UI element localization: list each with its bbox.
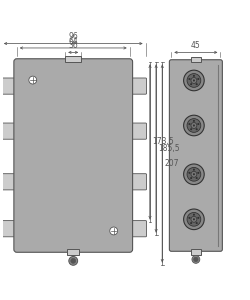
Circle shape [71, 258, 76, 263]
Circle shape [184, 115, 204, 136]
Circle shape [191, 171, 197, 177]
Circle shape [191, 216, 197, 222]
Circle shape [193, 125, 195, 126]
Circle shape [192, 256, 200, 263]
Circle shape [191, 77, 197, 83]
Circle shape [110, 227, 118, 235]
Circle shape [190, 177, 192, 179]
Circle shape [189, 123, 190, 125]
Text: 36: 36 [68, 41, 78, 50]
Circle shape [187, 74, 201, 87]
Circle shape [193, 169, 195, 170]
Text: 96: 96 [68, 32, 78, 41]
FancyBboxPatch shape [0, 78, 18, 94]
Circle shape [196, 128, 198, 130]
Circle shape [189, 217, 190, 219]
Bar [67, 249, 79, 256]
Circle shape [198, 172, 199, 174]
FancyBboxPatch shape [0, 220, 18, 237]
Circle shape [69, 256, 78, 265]
FancyBboxPatch shape [0, 123, 18, 139]
Bar [191, 57, 200, 62]
FancyBboxPatch shape [129, 78, 146, 94]
FancyBboxPatch shape [129, 123, 146, 139]
FancyBboxPatch shape [14, 59, 132, 252]
Circle shape [196, 222, 198, 224]
Circle shape [193, 173, 195, 175]
Circle shape [198, 123, 199, 125]
Circle shape [198, 78, 199, 80]
Circle shape [198, 217, 199, 219]
Circle shape [190, 83, 192, 85]
FancyBboxPatch shape [129, 174, 146, 190]
Text: 173,5: 173,5 [152, 137, 174, 146]
Circle shape [196, 177, 198, 179]
Circle shape [196, 83, 198, 85]
Circle shape [193, 75, 195, 76]
Text: 45: 45 [191, 41, 201, 50]
Bar [65, 56, 81, 62]
FancyBboxPatch shape [0, 174, 18, 190]
Text: 64: 64 [68, 37, 78, 46]
Circle shape [184, 164, 204, 184]
Circle shape [187, 212, 201, 226]
Circle shape [193, 80, 195, 81]
Text: 207: 207 [164, 159, 179, 168]
Circle shape [193, 214, 195, 215]
Circle shape [187, 118, 201, 132]
Circle shape [184, 209, 204, 230]
Circle shape [191, 123, 197, 128]
Bar [191, 249, 200, 255]
Circle shape [187, 167, 201, 181]
Circle shape [189, 78, 190, 80]
FancyBboxPatch shape [129, 220, 146, 237]
Circle shape [190, 222, 192, 224]
Circle shape [29, 76, 37, 84]
Circle shape [190, 128, 192, 130]
Text: 185,5: 185,5 [158, 144, 180, 153]
Circle shape [193, 219, 195, 220]
Circle shape [194, 257, 198, 262]
Circle shape [189, 172, 190, 174]
FancyBboxPatch shape [170, 60, 222, 251]
Circle shape [184, 70, 204, 91]
Circle shape [193, 120, 195, 122]
